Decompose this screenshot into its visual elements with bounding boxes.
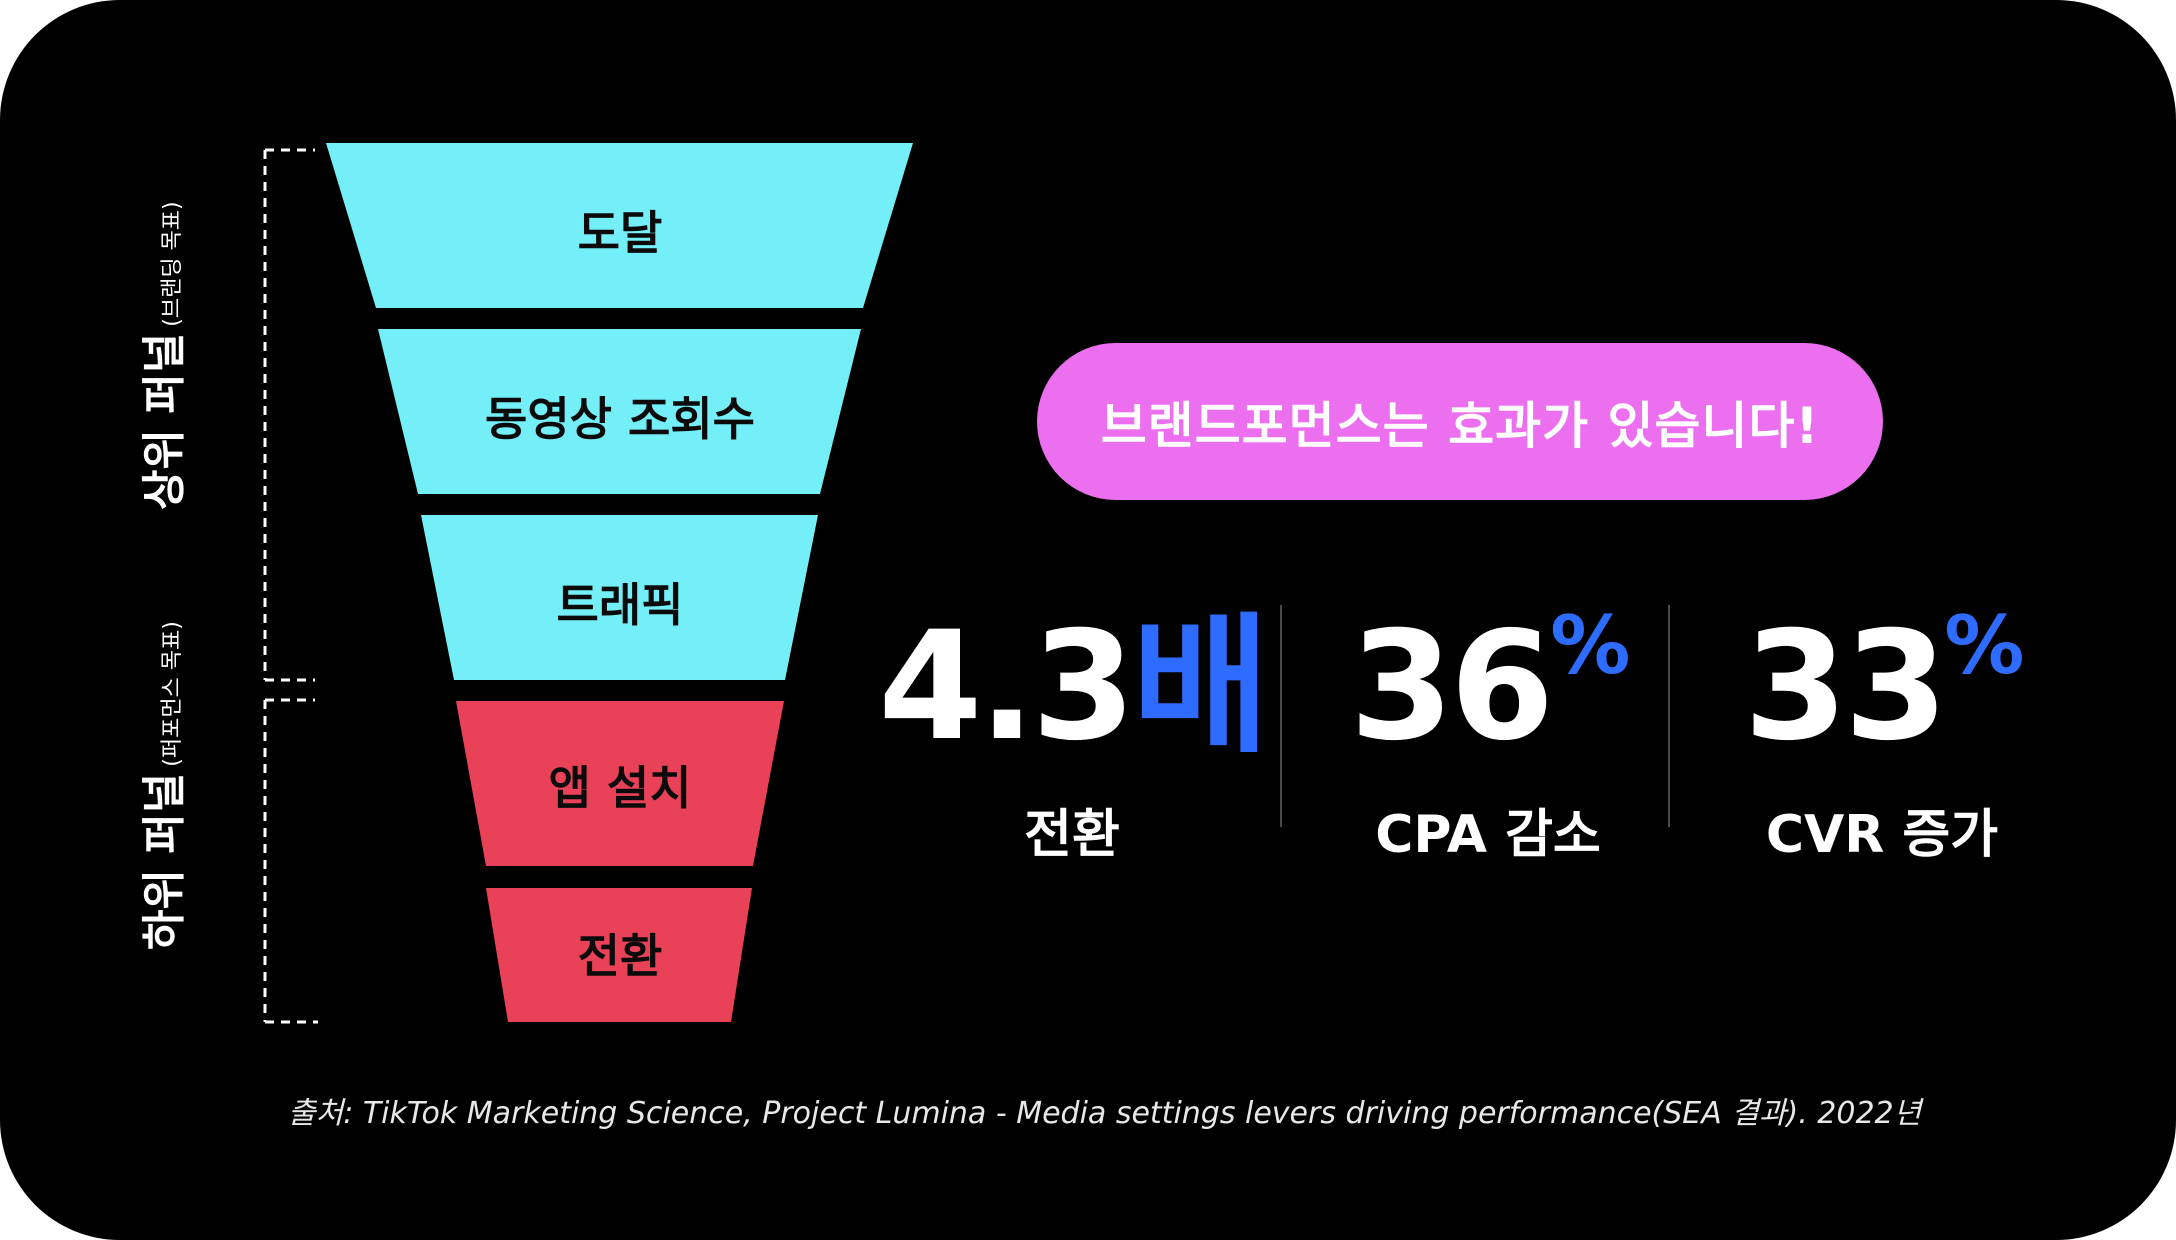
lower-funnel-title: 하위 퍼널 [139,772,190,950]
stat-cpa: 36% CPA 감소 [1318,606,1658,867]
lower-funnel-subtitle: (퍼포먼스 목표) [160,621,185,767]
divider [1280,605,1282,827]
stat-caption: 전환 [1024,805,1120,865]
upper-funnel-subtitle: (브랜딩 목표) [160,201,185,327]
upper-funnel-label: 상위 퍼널 (브랜딩 목표) [128,201,192,510]
stat-caption: CPA 감소 [1375,805,1601,865]
divider [1668,605,1670,827]
funnel-stage-label: 동영상 조회수 [485,392,755,446]
upper-funnel-title: 상위 퍼널 [139,332,190,510]
funnel-stage-conversion [486,888,752,1022]
source-footnote: 출처: TikTok Marketing Science, Project Lu… [288,1096,1922,1131]
funnel-stage-app-install [456,701,784,866]
funnel-stage-traffic [421,515,818,680]
funnel-stage-label: 앱 설치 [548,761,692,815]
funnel-stage-video-views [378,329,861,494]
stat-unit: % [1550,599,1630,692]
funnel-stage-label: 전환 [577,929,663,983]
stat-value: 33 [1743,600,1949,774]
headline-banner: 브랜드포먼스는 효과가 있습니다! [1037,343,1883,500]
stat-conversion: 4.3배 전환 [862,612,1282,867]
stat-unit: 배 [1131,600,1270,774]
stat-cvr: 33% CVR 증가 [1712,606,2052,867]
stat-unit: % [1944,599,2024,692]
headline-text: 브랜드포먼스는 효과가 있습니다! [1100,396,1820,455]
funnel-stage-reach [326,143,913,308]
funnel-stage-label: 트래픽 [556,578,684,632]
funnel-stage-label: 도달 [577,206,663,260]
stat-value: 4.3 [878,600,1136,774]
stat-value: 36 [1349,600,1555,774]
lower-funnel-label: 하위 퍼널 (퍼포먼스 목표) [128,621,192,950]
stat-caption: CVR 증가 [1765,805,1999,865]
